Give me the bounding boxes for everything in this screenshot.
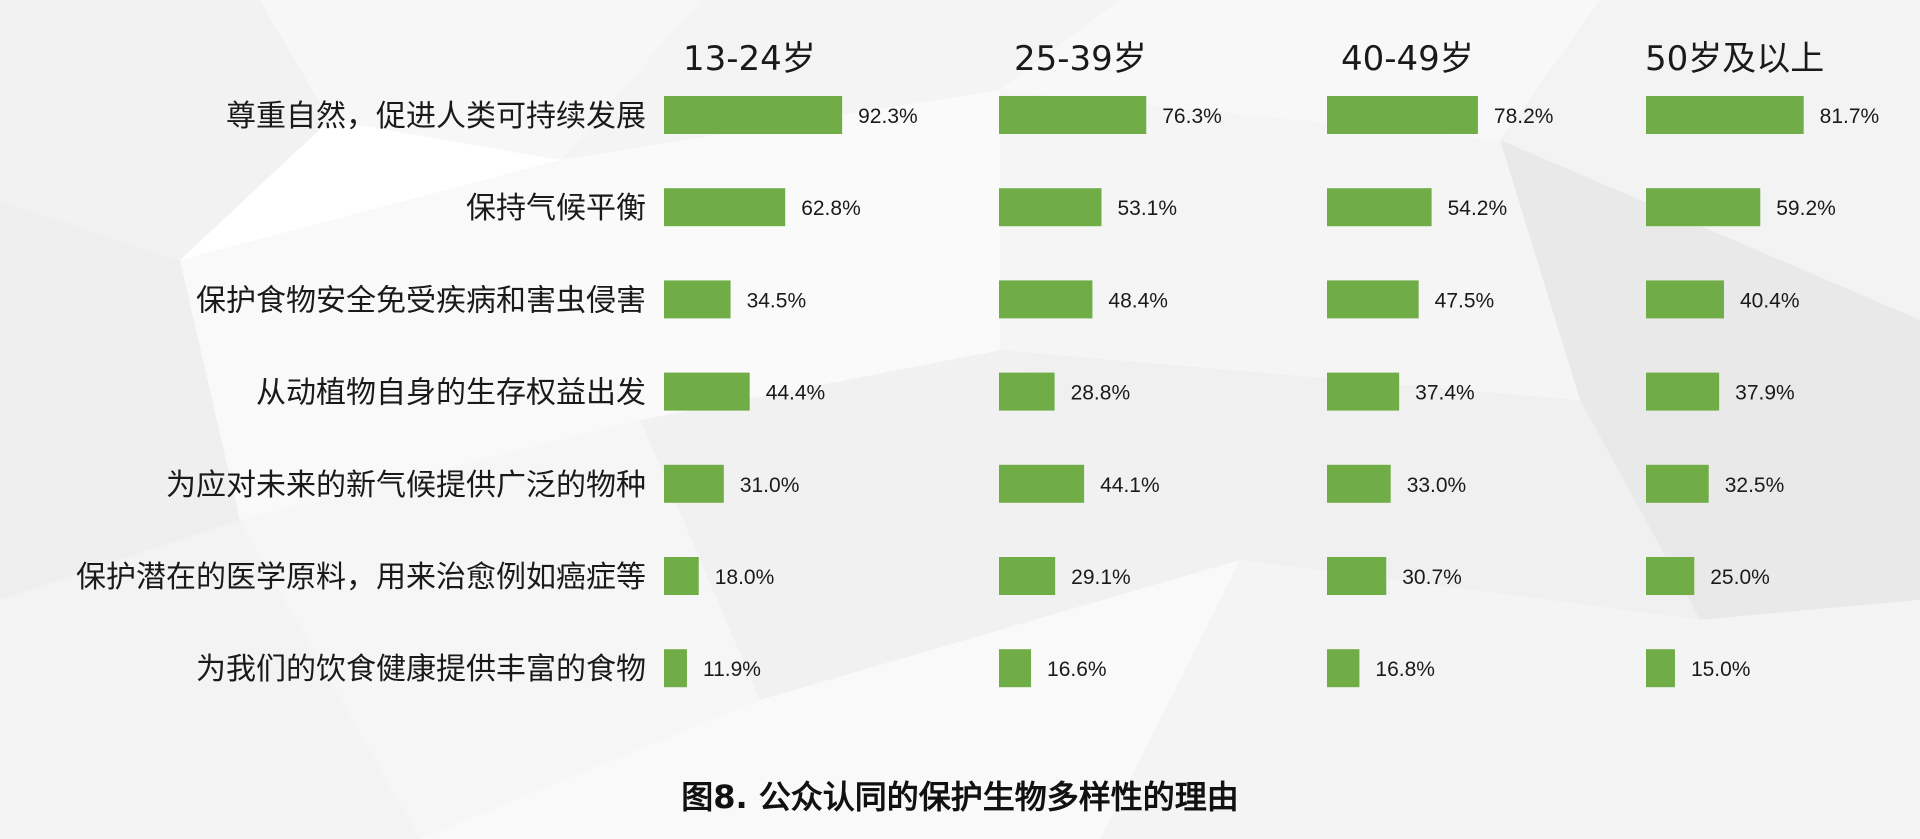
value-label-s0-c5: 18.0%	[715, 566, 775, 589]
category-label-6: 为我们的饮食健康提供丰富的食物	[196, 652, 646, 687]
bar-s3-c3	[1646, 372, 1720, 411]
value-label-s1-c2: 48.4%	[1108, 289, 1168, 312]
value-label-s0-c2: 34.5%	[747, 289, 807, 312]
value-label-s2-c4: 33.0%	[1407, 474, 1467, 497]
bar-s1-c1	[999, 188, 1102, 227]
category-label-1: 保持气候平衡	[466, 191, 646, 226]
bar-s0-c5	[664, 557, 699, 595]
bar-s1-c4	[999, 464, 1085, 503]
bar-s0-c3	[664, 372, 750, 411]
category-label-4: 为应对未来的新气候提供广泛的物种	[166, 468, 646, 503]
value-label-s1-c6: 16.6%	[1047, 658, 1107, 681]
bar-s3-c6	[1646, 649, 1675, 688]
value-label-s0-c4: 31.0%	[740, 474, 800, 497]
value-label-s2-c2: 47.5%	[1435, 289, 1495, 312]
value-label-s2-c3: 37.4%	[1415, 382, 1475, 405]
value-label-s3-c0: 81.7%	[1820, 105, 1880, 128]
bar-s1-c0	[999, 96, 1147, 134]
bar-s2-c0	[1327, 96, 1478, 134]
value-label-s0-c0: 92.3%	[858, 105, 918, 128]
bar-s1-c3	[999, 372, 1055, 411]
bar-s2-c2	[1327, 280, 1419, 319]
bar-s3-c1	[1646, 188, 1761, 227]
bar-s1-c5	[999, 557, 1056, 595]
bar-s2-c1	[1327, 188, 1432, 227]
bar-s0-c0	[664, 96, 843, 134]
bar-s0-c6	[664, 649, 687, 688]
bar-s3-c2	[1646, 280, 1724, 319]
value-label-s0-c1: 62.8%	[801, 197, 861, 220]
category-label-3: 从动植物自身的生存权益出发	[256, 376, 646, 411]
value-label-s3-c1: 59.2%	[1776, 197, 1836, 220]
bar-s1-c2	[999, 280, 1093, 319]
value-label-s3-c3: 37.9%	[1735, 382, 1795, 405]
bar-s2-c5	[1327, 557, 1387, 595]
value-label-s2-c6: 16.8%	[1375, 658, 1435, 681]
bar-s0-c2	[664, 280, 731, 319]
value-label-s0-c6: 11.9%	[703, 658, 761, 681]
bar-s3-c5	[1646, 557, 1695, 595]
bar-s3-c0	[1646, 96, 1804, 134]
value-label-s1-c4: 44.1%	[1100, 474, 1160, 497]
bar-s0-c1	[664, 188, 786, 227]
category-label-2: 保护食物安全免受疾病和害虫侵害	[196, 283, 646, 318]
group-header-3: 50岁及以上	[1645, 39, 1824, 79]
value-label-s3-c4: 32.5%	[1725, 474, 1785, 497]
bar-s2-c3	[1327, 372, 1400, 411]
bar-s2-c6	[1327, 649, 1360, 688]
group-header-0: 13-24岁	[683, 39, 816, 79]
value-label-s1-c5: 29.1%	[1071, 566, 1131, 589]
bar-s3-c4	[1646, 464, 1709, 503]
value-label-s2-c0: 78.2%	[1494, 105, 1554, 128]
group-header-2: 40-49岁	[1341, 39, 1474, 79]
value-label-s1-c1: 53.1%	[1117, 197, 1177, 220]
chart-caption: 图8. 公众认同的保护生物多样性的理由	[681, 778, 1239, 816]
bar-s0-c4	[664, 464, 724, 503]
value-label-s1-c0: 76.3%	[1162, 105, 1222, 128]
category-label-0: 尊重自然，促进人类可持续发展	[226, 99, 646, 134]
value-label-s1-c3: 28.8%	[1071, 382, 1131, 405]
value-label-s3-c5: 25.0%	[1710, 566, 1770, 589]
value-label-s0-c3: 44.4%	[766, 382, 826, 405]
bar-s1-c6	[999, 649, 1032, 688]
value-label-s2-c1: 54.2%	[1448, 197, 1508, 220]
bar-s2-c4	[1327, 464, 1391, 503]
category-label-5: 保护潜在的医学原料，用来治愈例如癌症等	[76, 560, 646, 595]
group-header-1: 25-39岁	[1014, 39, 1147, 79]
value-label-s3-c6: 15.0%	[1691, 658, 1751, 681]
value-label-s2-c5: 30.7%	[1402, 566, 1462, 589]
value-label-s3-c2: 40.4%	[1740, 289, 1800, 312]
